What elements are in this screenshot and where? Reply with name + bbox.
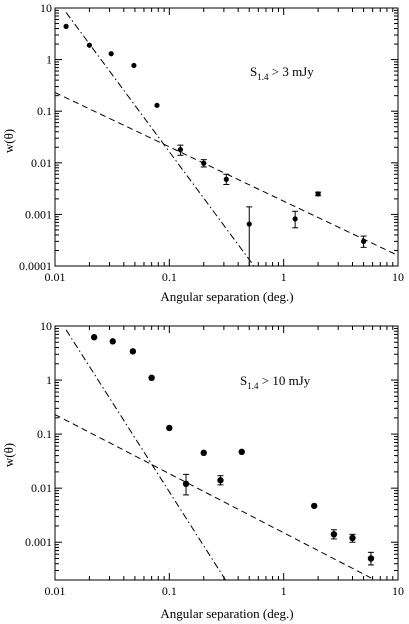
dashdot-model-line <box>65 12 255 267</box>
data-point <box>292 216 298 222</box>
y-axis-title: w(θ) <box>1 443 16 467</box>
data-point <box>154 102 160 108</box>
data-point <box>217 477 224 484</box>
dashdot-model-line <box>65 329 226 581</box>
y-tick-label: 0.0001 <box>19 259 52 273</box>
y-tick-label: 0.1 <box>37 427 52 441</box>
dashed-model-line <box>54 92 399 256</box>
data-point <box>108 51 114 57</box>
data-point <box>166 424 173 432</box>
dashed-model-line <box>54 414 376 581</box>
x-axis-title: Angular separation (deg.) <box>160 289 293 304</box>
data-point <box>246 221 252 227</box>
data-point <box>129 348 137 355</box>
data-point <box>86 42 93 48</box>
plot-frame <box>54 325 399 581</box>
y-tick-label: 10 <box>40 319 52 333</box>
data-point <box>201 160 207 166</box>
data-point <box>223 176 229 182</box>
y-axis-title: w(θ) <box>1 129 16 153</box>
panel-top: S1.4 > 3 mJy Angular separation (deg.) w… <box>1 1 404 304</box>
data-point <box>330 531 338 538</box>
x-tick-label: 0.1 <box>162 584 177 598</box>
x-tick-label: 10 <box>392 584 404 598</box>
data-point <box>367 555 375 562</box>
data-point <box>311 502 318 510</box>
y-tick-label: 0.001 <box>25 535 52 549</box>
data-point <box>90 334 98 341</box>
y-tick-label: 1 <box>46 53 52 67</box>
annotation-subscript: 1.4 <box>257 72 269 82</box>
data-point <box>177 147 184 153</box>
data-point <box>63 23 69 29</box>
data-point <box>131 62 137 69</box>
panel-bottom: S1.4 > 10 mJy Angular separation (deg.) … <box>1 319 404 621</box>
data-point <box>349 534 356 542</box>
x-tick-label: 0.01 <box>45 270 66 284</box>
annotation-subscript: 1.4 <box>247 381 259 391</box>
data-point <box>109 338 116 345</box>
y-tick-label: 0.001 <box>25 207 52 221</box>
x-tick-label: 1 <box>281 584 287 598</box>
y-tick-label: 0.01 <box>31 481 52 495</box>
plot-frame <box>54 7 399 267</box>
x-axis-title: Angular separation (deg.) <box>160 606 293 621</box>
annotation-main: S <box>240 373 247 388</box>
data-point <box>315 191 321 197</box>
data-point <box>238 448 245 456</box>
y-tick-label: 0.1 <box>37 104 52 118</box>
panel-top-annotation: S1.4 > 3 mJy <box>250 64 314 82</box>
x-tick-label: 1 <box>281 270 287 284</box>
data-point <box>182 480 190 488</box>
x-tick-label: 0.01 <box>45 584 66 598</box>
data-point <box>148 374 155 382</box>
x-tick-label: 10 <box>392 270 404 284</box>
x-tick-label: 0.1 <box>162 270 177 284</box>
data-point <box>360 238 367 244</box>
y-tick-label: 1 <box>46 373 52 387</box>
annotation-condition: > 10 mJy <box>258 373 310 388</box>
annotation-condition: > 3 mJy <box>268 64 314 79</box>
data-point <box>200 449 207 457</box>
annotation-main: S <box>250 64 257 79</box>
y-tick-label: 10 <box>40 1 52 15</box>
y-tick-label: 0.01 <box>31 156 52 170</box>
panel-bottom-annotation: S1.4 > 10 mJy <box>240 373 311 391</box>
